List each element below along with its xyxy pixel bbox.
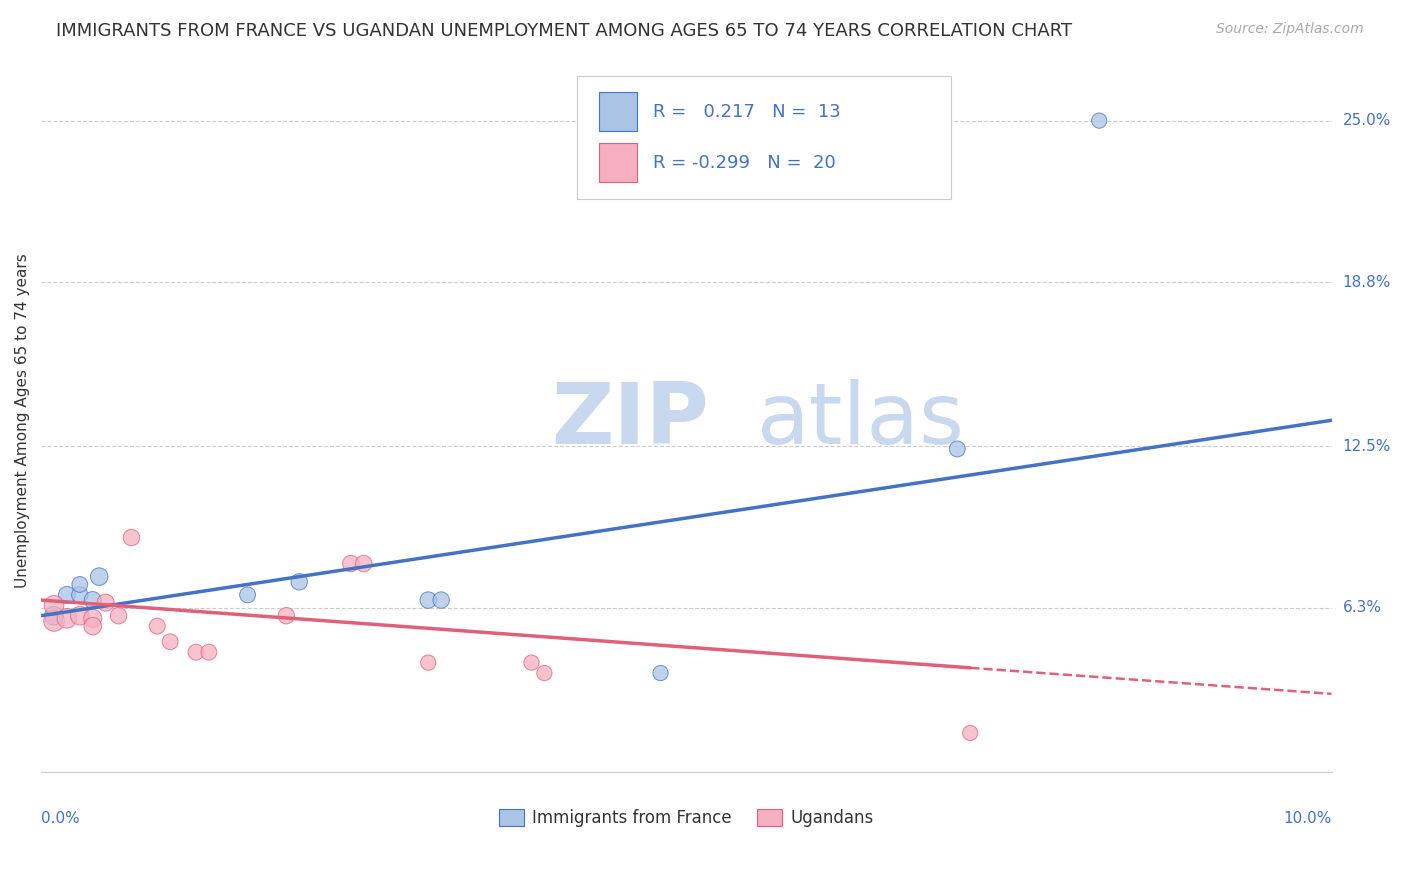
FancyBboxPatch shape	[599, 92, 637, 131]
Point	[82, 611, 104, 625]
Point	[42, 614, 65, 628]
Point	[418, 656, 440, 670]
Point	[1088, 113, 1111, 128]
FancyBboxPatch shape	[576, 76, 950, 199]
Point	[107, 608, 129, 623]
Point	[946, 442, 969, 456]
Point	[42, 599, 65, 613]
Point	[69, 588, 91, 602]
Point	[288, 574, 311, 589]
Point	[418, 593, 440, 607]
Point	[42, 608, 65, 623]
Point	[56, 588, 79, 602]
Text: atlas: atlas	[758, 379, 966, 462]
Point	[430, 593, 453, 607]
Point	[94, 596, 117, 610]
Point	[236, 588, 259, 602]
Y-axis label: Unemployment Among Ages 65 to 74 years: Unemployment Among Ages 65 to 74 years	[15, 253, 30, 588]
Text: 10.0%: 10.0%	[1284, 811, 1331, 826]
Point	[520, 656, 543, 670]
Text: 18.8%: 18.8%	[1343, 275, 1391, 290]
Point	[159, 634, 181, 648]
Text: R = -0.299   N =  20: R = -0.299 N = 20	[652, 153, 835, 171]
Point	[69, 608, 91, 623]
Text: 25.0%: 25.0%	[1343, 113, 1391, 128]
Point	[959, 726, 981, 740]
Point	[146, 619, 169, 633]
Text: Source: ZipAtlas.com: Source: ZipAtlas.com	[1216, 22, 1364, 37]
Text: 12.5%: 12.5%	[1343, 439, 1391, 454]
Point	[69, 577, 91, 591]
FancyBboxPatch shape	[599, 144, 637, 182]
Point	[340, 557, 363, 571]
Text: IMMIGRANTS FROM FRANCE VS UGANDAN UNEMPLOYMENT AMONG AGES 65 TO 74 YEARS CORRELA: IMMIGRANTS FROM FRANCE VS UGANDAN UNEMPL…	[56, 22, 1073, 40]
Point	[89, 569, 111, 583]
Point	[533, 666, 555, 681]
Point	[82, 619, 104, 633]
Text: 0.0%: 0.0%	[41, 811, 80, 826]
Text: R =   0.217   N =  13: R = 0.217 N = 13	[652, 103, 841, 120]
Point	[198, 645, 221, 659]
Text: 6.3%: 6.3%	[1343, 600, 1382, 615]
Point	[353, 557, 375, 571]
Point	[82, 593, 104, 607]
Legend: Immigrants from France, Ugandans: Immigrants from France, Ugandans	[492, 803, 880, 834]
Point	[650, 666, 672, 681]
Point	[56, 611, 79, 625]
Point	[276, 608, 298, 623]
Text: ZIP: ZIP	[551, 379, 709, 462]
Point	[184, 645, 207, 659]
Point	[120, 531, 142, 545]
